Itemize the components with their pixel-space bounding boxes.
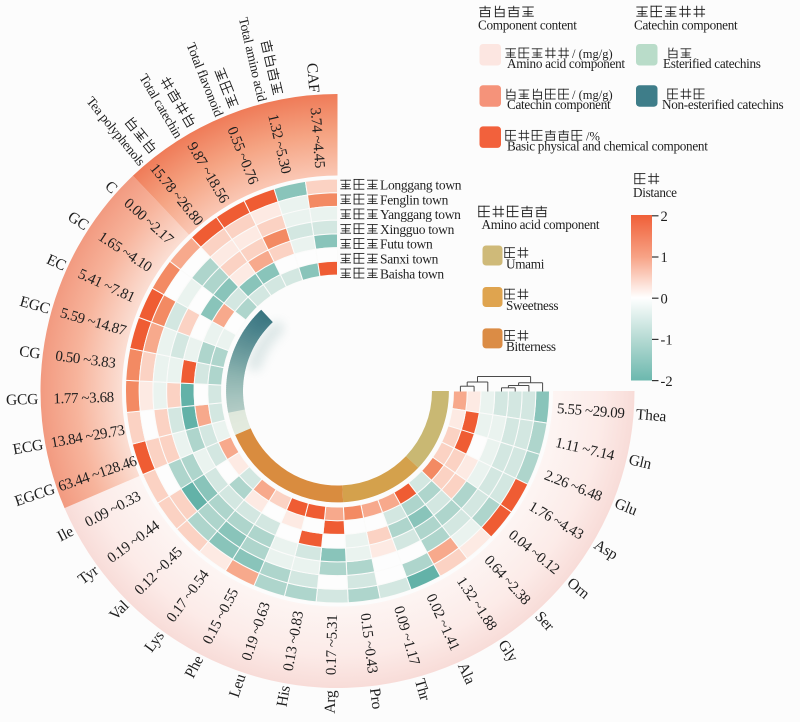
svg-text:Baisha town: Baisha town (380, 266, 444, 281)
svg-text:1: 1 (661, 250, 668, 266)
svg-text:Amino acid component: Amino acid component (507, 56, 625, 71)
svg-text:Catechin component: Catechin component (634, 18, 738, 33)
svg-text:Thea: Thea (635, 406, 667, 425)
svg-text:/%: /% (586, 129, 600, 143)
svg-text:0: 0 (661, 291, 668, 307)
svg-text:ECG: ECG (11, 436, 44, 458)
svg-text:Distance: Distance (633, 185, 677, 200)
svg-text:Yanggang town: Yanggang town (380, 207, 461, 222)
svg-text:0.17 ~5.31: 0.17 ~5.31 (324, 615, 342, 676)
svg-text:/ (mg/g): / (mg/g) (572, 47, 613, 61)
svg-text:GCG: GCG (6, 391, 39, 409)
svg-text:EC: EC (44, 251, 69, 275)
svg-text:Ile: Ile (55, 523, 77, 546)
svg-text:3.74 ~4.45: 3.74 ~4.45 (307, 107, 328, 168)
svg-text:Gln: Gln (627, 451, 653, 473)
svg-text:Sanxi town: Sanxi town (380, 252, 439, 267)
svg-text:Thr: Thr (411, 677, 434, 704)
svg-text:0.15 ~0.43: 0.15 ~0.43 (357, 612, 381, 674)
svg-text:Arg: Arg (322, 690, 340, 714)
svg-text:CAF: CAF (303, 62, 322, 93)
svg-text:Umami: Umami (506, 256, 545, 271)
svg-text:Leu: Leu (226, 672, 250, 700)
svg-text:Catechin component: Catechin component (507, 97, 611, 112)
svg-text:Pro: Pro (366, 687, 386, 710)
svg-text:Non-esterified catechins: Non-esterified catechins (662, 97, 783, 112)
svg-text:CG: CG (18, 343, 41, 363)
svg-text:Xingguo town: Xingguo town (380, 222, 455, 237)
svg-text:Amino acid component: Amino acid component (482, 217, 600, 232)
svg-text:Basic physical and chemical co: Basic physical and chemical component (507, 138, 708, 153)
svg-text:-2: -2 (661, 374, 673, 390)
svg-text:5.55 ~29.09: 5.55 ~29.09 (556, 401, 624, 422)
svg-text:Component content: Component content (478, 18, 577, 33)
svg-text:-1: -1 (661, 333, 673, 349)
svg-text:/ (mg/g): / (mg/g) (572, 88, 613, 102)
svg-text:His: His (274, 684, 294, 708)
svg-text:Esterified catechins: Esterified catechins (663, 56, 761, 71)
svg-text:Sweetness: Sweetness (506, 298, 558, 313)
svg-text:0.50 ~3.83: 0.50 ~3.83 (54, 348, 116, 372)
svg-text:Longgang town: Longgang town (380, 178, 462, 193)
svg-text:Fenglin town: Fenglin town (380, 192, 449, 207)
svg-text:Futu town: Futu town (380, 237, 433, 252)
svg-text:1.77 ~3.68: 1.77 ~3.68 (53, 390, 114, 408)
svg-text:2: 2 (661, 209, 668, 225)
svg-text:Bitterness: Bitterness (506, 339, 556, 354)
